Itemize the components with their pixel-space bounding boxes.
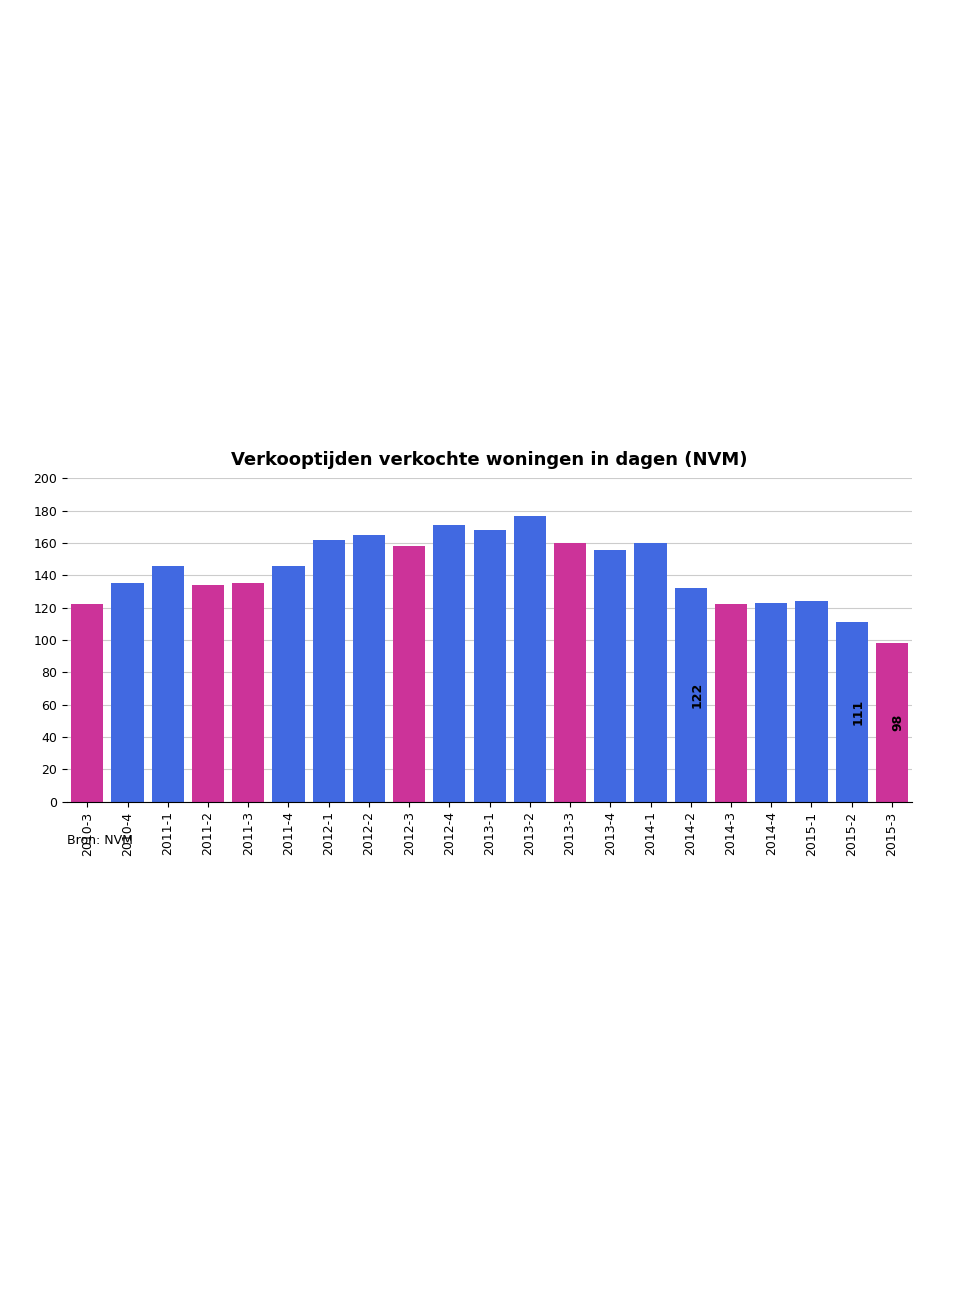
Text: 122: 122 — [690, 681, 704, 709]
Bar — [795, 601, 828, 802]
Text: Bron: NVM: Bron: NVM — [67, 834, 133, 847]
Bar — [433, 525, 466, 802]
Bar — [111, 583, 144, 802]
Bar — [71, 604, 104, 802]
Text: 111: 111 — [852, 698, 864, 725]
Bar — [393, 546, 425, 802]
Bar — [313, 540, 345, 802]
Bar — [192, 584, 224, 802]
Title: Verkooptijden verkochte woningen in dagen (NVM): Verkooptijden verkochte woningen in dage… — [231, 450, 748, 468]
Bar — [715, 604, 747, 802]
Bar — [835, 622, 868, 802]
Bar — [876, 643, 908, 802]
Bar — [635, 543, 666, 802]
Bar — [353, 535, 385, 802]
Bar — [473, 530, 506, 802]
Bar — [594, 550, 626, 802]
Bar — [273, 566, 304, 802]
Bar — [675, 588, 707, 802]
Text: 98: 98 — [892, 714, 904, 731]
Bar — [756, 603, 787, 802]
Bar — [152, 566, 184, 802]
Bar — [554, 543, 587, 802]
Bar — [232, 583, 264, 802]
Bar — [514, 516, 546, 802]
